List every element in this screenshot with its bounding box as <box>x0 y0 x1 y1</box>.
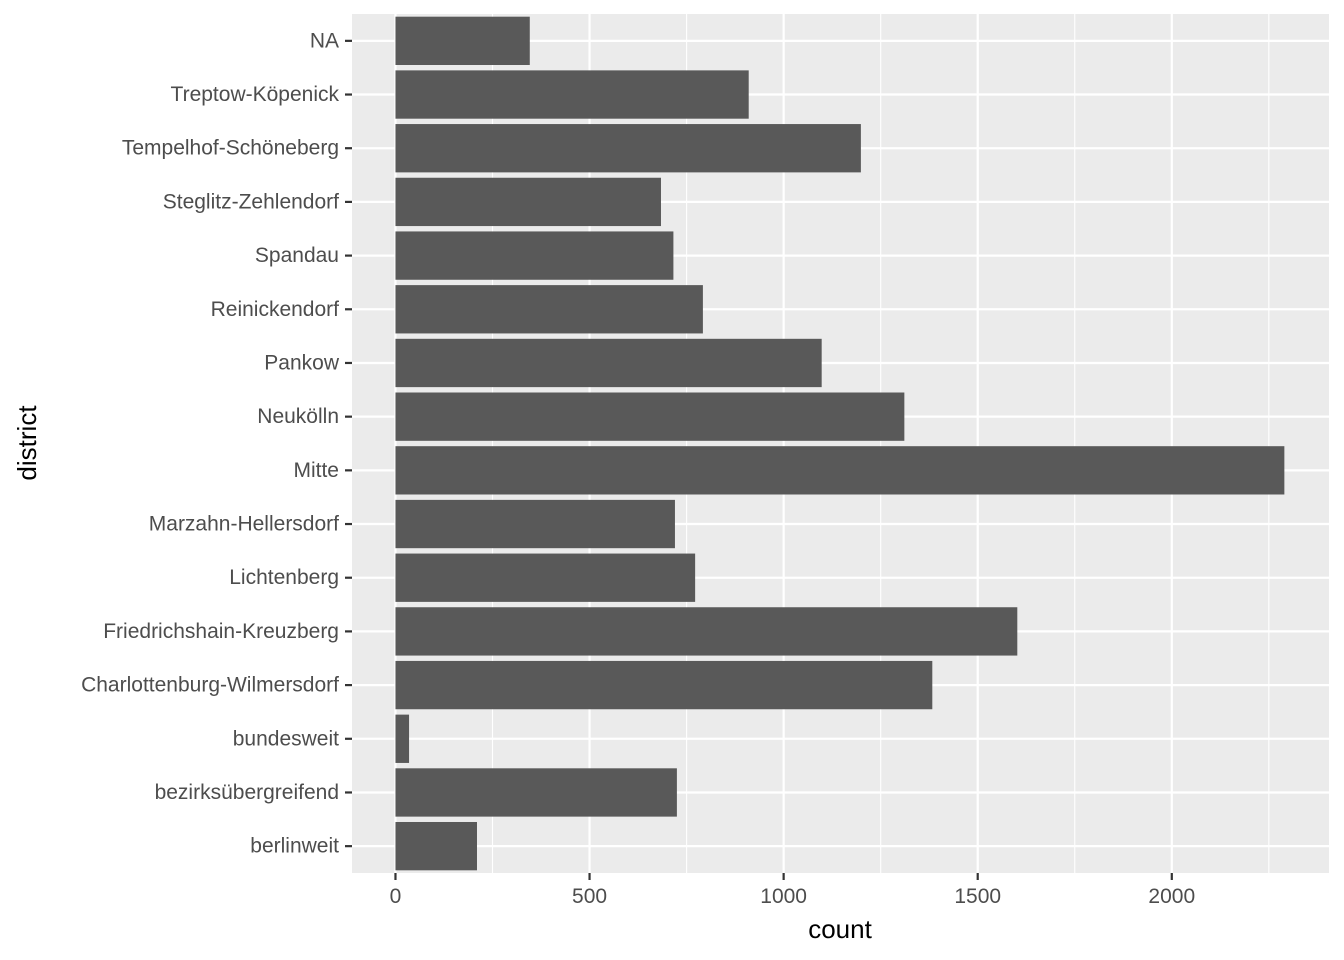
bar-bezirksubergreifend <box>395 768 677 817</box>
y-tick-label-charlottenburg-wilmersdorf: Charlottenburg-Wilmersdorf <box>81 674 339 697</box>
x-tick-label-1000: 1000 <box>760 885 807 908</box>
y-tick-label-na: NA <box>310 29 339 52</box>
x-tick-label-2000: 2000 <box>1148 885 1195 908</box>
bar-charlottenburg-wilmersdorf <box>395 660 933 710</box>
x-tick-label-0: 0 <box>390 885 402 908</box>
x-axis: 0 500 1000 1500 2000 <box>390 873 1195 908</box>
bar-lichtenberg <box>395 553 696 602</box>
y-tick-label-bundesweit: bundesweit <box>233 727 339 750</box>
bar-reinickendorf <box>395 285 703 334</box>
y-tick-label-mitte: Mitte <box>293 459 339 482</box>
bar-steglitz-zehlendorf <box>395 177 661 227</box>
bar-tempelhof-schoneberg <box>395 124 861 173</box>
y-tick-label-steglitz-zehlendorf: Steglitz-Zehlendorf <box>163 190 339 213</box>
bar-berlinweit <box>395 821 477 871</box>
bar-neukolln <box>395 392 905 441</box>
y-tick-label-pankow: Pankow <box>264 351 340 374</box>
y-tick-label-reinickendorf: Reinickendorf <box>211 298 340 321</box>
x-axis-title: count <box>808 914 872 944</box>
y-tick-label-spandau: Spandau <box>255 244 339 267</box>
bar-spandau <box>395 231 674 280</box>
bar-bundesweit <box>395 714 410 763</box>
bars <box>395 16 1285 871</box>
bar-pankow <box>395 338 822 388</box>
y-tick-label-berlinweit: berlinweit <box>250 835 339 858</box>
y-tick-label-lichtenberg: Lichtenberg <box>229 566 339 589</box>
y-axis: berlinweit bezirksübergreifend bundesweit C… <box>81 29 352 858</box>
y-tick-label-friedrichshain-kreuzberg: Friedrichshain-Kreuzberg <box>103 620 339 643</box>
bar-treptow-kopenick <box>395 70 749 119</box>
y-tick-label-tempelhof-schoneberg: Tempelhof-Schöneberg <box>122 137 339 160</box>
bar-na <box>395 16 530 66</box>
y-axis-title: district <box>12 405 42 481</box>
y-tick-label-bezirksubergreifend: bezirksübergreifend <box>155 781 339 804</box>
bar-marzahn-hellersdorf <box>395 499 675 549</box>
x-tick-label-1500: 1500 <box>954 885 1001 908</box>
bar-friedrichshain-kreuzberg <box>395 607 1018 656</box>
y-tick-label-treptow-kopenick: Treptow-Köpenick <box>171 83 340 106</box>
x-tick-label-500: 500 <box>572 885 607 908</box>
bar-mitte <box>395 446 1285 495</box>
y-tick-label-marzahn-hellersdorf: Marzahn-Hellersdorf <box>149 513 339 536</box>
y-tick-label-neukolln: Neukölln <box>257 405 339 428</box>
